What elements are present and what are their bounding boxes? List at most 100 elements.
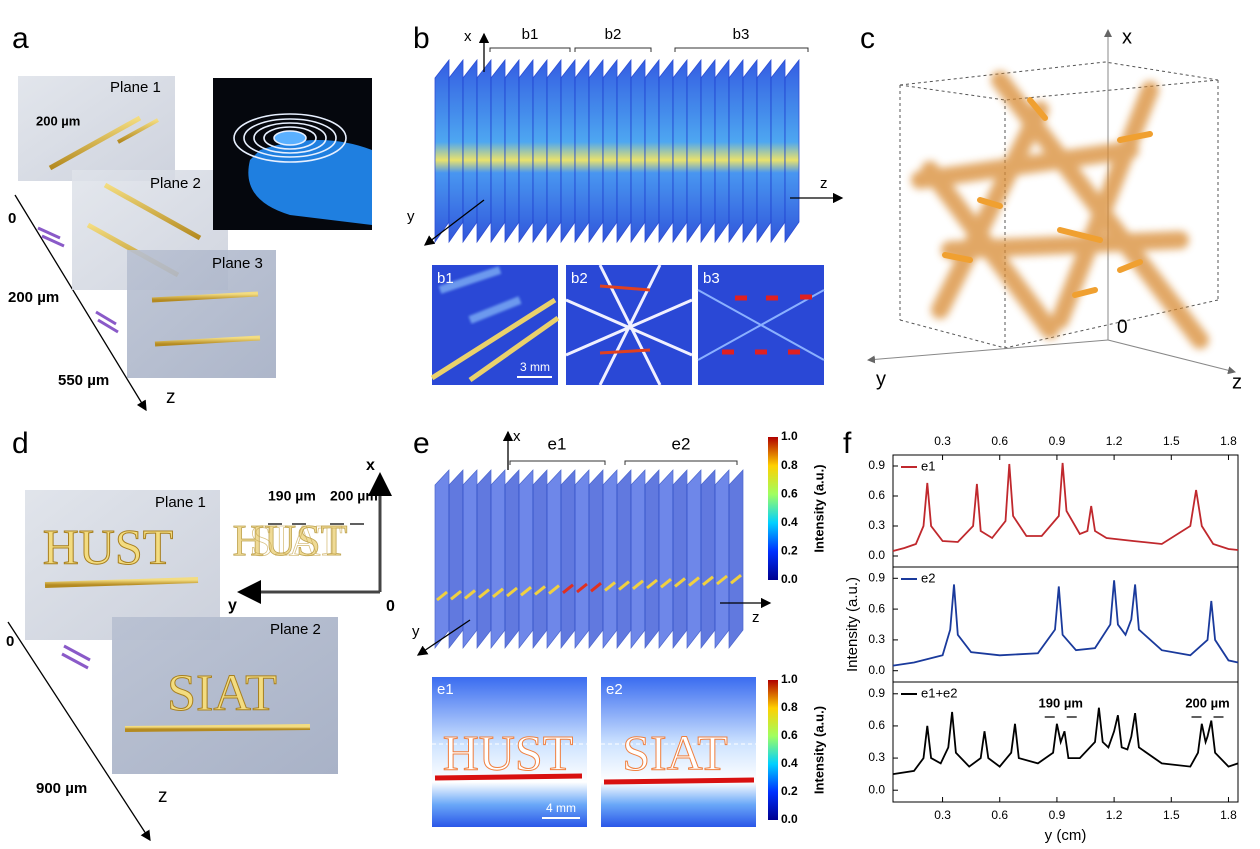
axis-label: 0: [386, 598, 395, 615]
slice: [770, 58, 786, 244]
slice: [476, 469, 492, 650]
legend-label: e1+e2: [921, 685, 958, 700]
plane: [18, 76, 175, 181]
slice: [686, 469, 702, 650]
slice: [728, 58, 744, 244]
slice: [434, 58, 450, 244]
slice-hot: [548, 584, 560, 595]
x2-tick-label: 0.6: [991, 434, 1008, 448]
slice: [518, 58, 534, 244]
slice: [644, 469, 660, 650]
slice-hot: [506, 586, 518, 598]
slice: [448, 469, 464, 650]
axis-label: z: [166, 387, 176, 408]
axis-label: y: [407, 208, 415, 225]
slice-hot: [730, 574, 742, 585]
slice-hot: [660, 578, 672, 589]
axis-label: x: [366, 457, 375, 474]
inset-label: b2: [571, 270, 588, 287]
axis-label: x: [513, 428, 521, 445]
lens: [233, 113, 347, 163]
inset-b1: b1 3 mm: [430, 265, 560, 385]
axis-label: z: [752, 609, 760, 626]
y-tick-label: 0.9: [868, 570, 885, 584]
colorbar-tick-label: 0.0: [781, 572, 798, 586]
colorbar: [768, 680, 778, 820]
group-label: b2: [605, 26, 622, 43]
panel-label: e: [413, 427, 430, 460]
group-label: b1: [522, 26, 539, 43]
colorbar: [768, 437, 778, 580]
panel-label: a: [12, 22, 29, 55]
slice-hot: [688, 576, 700, 587]
bar: [103, 182, 202, 241]
inset-label: b1: [437, 270, 454, 287]
y-tick-label: 0.3: [868, 518, 885, 532]
y-tick-label: 0.6: [868, 601, 885, 615]
slice: [532, 58, 548, 244]
z-axis: [7, 621, 151, 842]
group-label: e1: [548, 434, 567, 453]
panel-f: f 0.0 0.3 0.6 0.9 0.3 0.6 0.9 1.2 1.5 1.8 e1 0.0 0.3…: [843, 427, 1239, 844]
slice-hot: [450, 590, 462, 601]
axis-label: y: [876, 368, 886, 390]
slice: [518, 469, 534, 650]
slice: [714, 469, 730, 650]
volume-core: [942, 97, 1153, 298]
scale-label: 200 µm: [36, 113, 80, 128]
x-tick-label: 0.9: [1049, 808, 1066, 822]
panel-label: f: [843, 427, 852, 460]
slice: [700, 469, 716, 650]
z-axis: [1107, 339, 1236, 375]
axis-label: x: [464, 28, 472, 45]
slice: [546, 469, 562, 650]
slice: [714, 58, 730, 244]
slice: [672, 58, 688, 244]
slice-hot: [478, 588, 490, 599]
slice-hot: [646, 578, 658, 590]
panel-label: b: [413, 22, 430, 55]
slice-hot: [464, 589, 476, 600]
slice-hot: [436, 590, 448, 602]
shift-arrows: [37, 226, 119, 334]
slice: [448, 58, 464, 244]
slice: [476, 58, 492, 244]
slice: [630, 58, 646, 244]
slice: [630, 469, 646, 650]
colorbar-tick-label: 0.6: [781, 486, 798, 500]
word: SIAT: [622, 724, 728, 780]
scale-label: 4 mm: [546, 801, 576, 815]
slice-stack: [434, 469, 744, 650]
line: [892, 707, 1239, 775]
y-tick-label: 0.3: [868, 750, 885, 764]
colorbar-tick-label: 0.6: [781, 728, 798, 742]
axis-label: 0: [8, 210, 16, 227]
slice: [616, 469, 632, 650]
gap-label: 200 µm: [330, 488, 378, 504]
word: SIAT: [167, 665, 277, 722]
slice-hot: [576, 582, 588, 594]
slice-hot: [492, 587, 504, 598]
x-tick-label: 1.5: [1163, 808, 1180, 822]
slice: [728, 469, 744, 650]
z-axis: [14, 194, 147, 412]
colorbar-tick-label: 0.0: [781, 812, 798, 826]
plane-label: Plane 2: [150, 175, 201, 192]
slice: [490, 469, 506, 650]
gap-label: 190 µm: [268, 488, 316, 504]
group-brackets: [489, 47, 809, 52]
colorbar-tick-label: 0.2: [781, 784, 798, 798]
colorbar-tick-label: 0.8: [781, 700, 798, 714]
bar: [48, 115, 142, 171]
colorbar-tick-label: 0.4: [781, 756, 798, 770]
origin-label: 0: [1117, 317, 1128, 338]
slice-hot: [716, 574, 728, 586]
x-axis-label: y (cm): [1045, 827, 1087, 844]
plane-label: Plane 2: [270, 621, 321, 638]
slice: [490, 58, 506, 244]
slice: [588, 469, 604, 650]
slice: [434, 469, 450, 650]
y-axis-label: Intensity (a.u.): [844, 577, 861, 672]
slice: [686, 58, 702, 244]
